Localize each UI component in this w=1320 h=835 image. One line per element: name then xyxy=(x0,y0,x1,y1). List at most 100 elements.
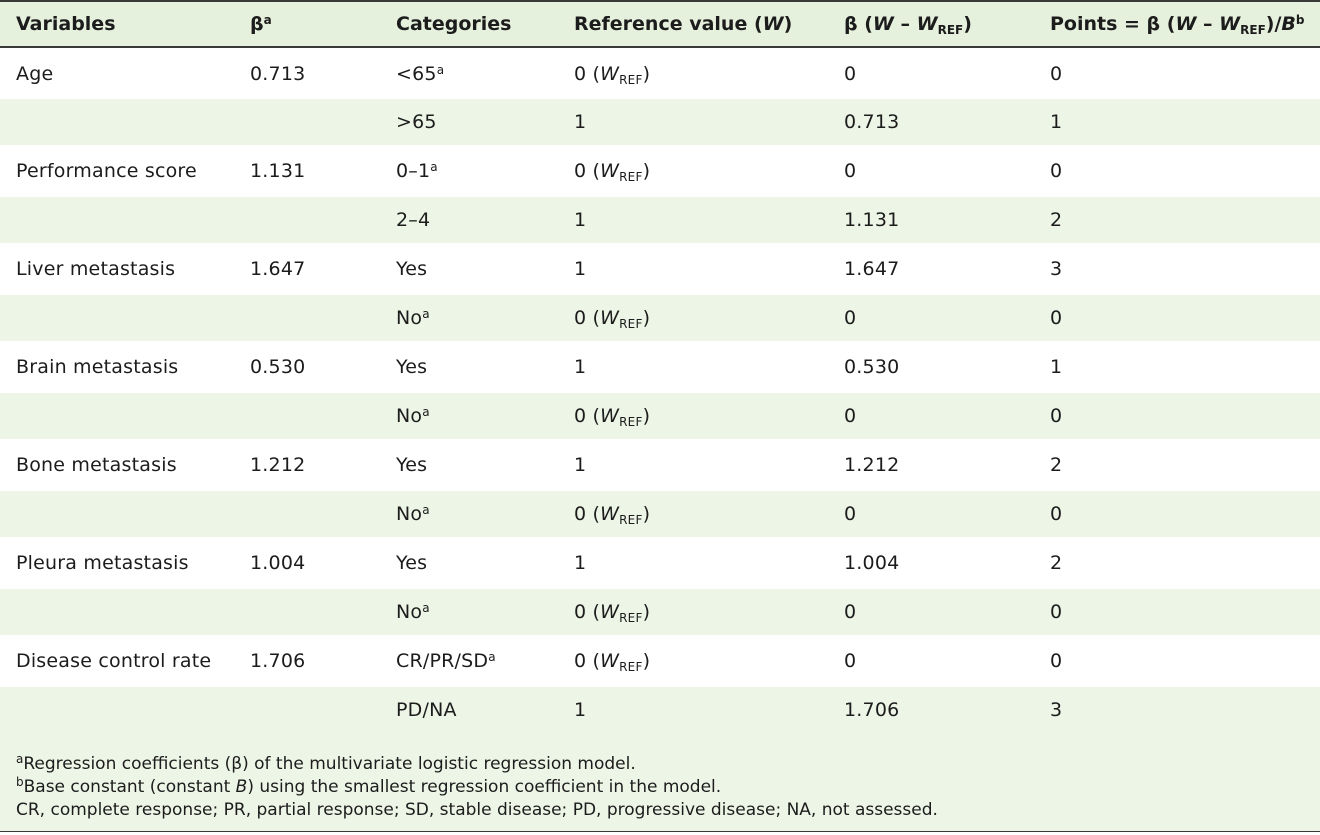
table-row: 2–4 1 1.131 2 xyxy=(0,197,1320,243)
cell-category: Yes xyxy=(396,454,428,476)
cell-reference-value: 1 xyxy=(574,258,587,280)
cell-category: Yes xyxy=(396,258,428,280)
cell-variable xyxy=(0,99,234,145)
footnote-b: bBase constant (constant B) using the sm… xyxy=(16,775,722,797)
cell-points: 0 xyxy=(1050,650,1063,672)
cell-beta-w: 0 xyxy=(844,307,857,329)
cell-beta-w: 0 xyxy=(844,601,857,623)
cell-reference-value: 1 xyxy=(574,209,587,231)
cell-reference-value: 1 xyxy=(574,111,587,133)
cell-beta: 1.131 xyxy=(250,160,306,182)
cell-variable xyxy=(0,687,234,733)
cell-beta-w: 0.713 xyxy=(844,111,900,133)
cell-points: 3 xyxy=(1050,258,1063,280)
cell-points: 0 xyxy=(1050,62,1063,85)
cell-beta xyxy=(234,491,380,537)
table-header: Variables βa Categories Reference value … xyxy=(0,1,1320,47)
header-beta: βa xyxy=(250,13,272,35)
cell-beta: 1.004 xyxy=(250,552,306,574)
cell-reference-value: 1 xyxy=(574,454,587,476)
cell-category: Noa xyxy=(396,601,430,623)
cell-beta xyxy=(234,589,380,635)
cell-reference-value: 0 (WREF) xyxy=(574,307,651,331)
cell-category: Noa xyxy=(396,405,430,427)
cell-beta-w: 1.706 xyxy=(844,698,900,721)
table-row: Performance score 1.131 0–1a 0 (WREF) 0 0 xyxy=(0,145,1320,197)
cell-points: 0 xyxy=(1050,160,1063,182)
table-row: PD/NA 1 1.706 3 xyxy=(0,687,1320,733)
header-row: Variables βa Categories Reference value … xyxy=(0,1,1320,47)
cell-beta: 1.212 xyxy=(250,454,306,476)
cell-category: Noa xyxy=(396,307,430,329)
table-row: Disease control rate 1.706 CR/PR/SDa 0 (WRE… xyxy=(0,635,1320,687)
cell-beta-w: 0 xyxy=(844,160,857,182)
cell-category: Yes xyxy=(396,552,428,574)
table-row: Noa 0 (WREF) 0 0 xyxy=(0,589,1320,635)
cell-points: 0 xyxy=(1050,405,1063,427)
cell-beta xyxy=(234,99,380,145)
cell-points: 1 xyxy=(1050,111,1063,133)
table-row: Noa 0 (WREF) 0 0 xyxy=(0,491,1320,537)
cell-reference-value: 0 (WREF) xyxy=(574,405,651,429)
cell-variable xyxy=(0,295,234,341)
footnote-a: aRegression coefficients (β) of the mult… xyxy=(16,752,636,774)
cell-beta xyxy=(234,197,380,243)
cell-beta: 1.647 xyxy=(250,258,306,280)
cell-category: 2–4 xyxy=(396,209,431,231)
cell-variable: Bone metastasis xyxy=(16,454,177,476)
cell-beta-w: 1.004 xyxy=(844,552,900,574)
footnote-abbreviations: CR, complete response; PR, partial respo… xyxy=(16,800,938,820)
table-body: Age 0.713 <65a 0 (WREF) 0 0 >65 1 0.713 1 Performa… xyxy=(0,47,1320,733)
cell-beta-w: 1.212 xyxy=(844,454,900,476)
header-beta-w-minus-wref: β (W – WREF) xyxy=(844,13,972,37)
table-row: Noa 0 (WREF) 0 0 xyxy=(0,393,1320,439)
table-row: Brain metastasis 0.530 Yes 1 0.530 1 xyxy=(0,341,1320,393)
cell-beta-w: 0 xyxy=(844,62,857,85)
table-footnotes: aRegression coefficients (β) of the mult… xyxy=(0,733,1320,832)
cell-reference-value: 0 (WREF) xyxy=(574,601,651,625)
cell-points: 2 xyxy=(1050,552,1063,574)
cell-category: >65 xyxy=(396,111,437,133)
cell-reference-value: 0 (WREF) xyxy=(574,62,651,87)
cell-category: PD/NA xyxy=(396,698,457,721)
table-row: Bone metastasis 1.212 Yes 1 1.212 2 xyxy=(0,439,1320,491)
cell-category: Yes xyxy=(396,356,428,378)
cell-variable xyxy=(0,589,234,635)
table-row: Pleura metastasis 1.004 Yes 1 1.004 2 xyxy=(0,537,1320,589)
cell-beta: 0.530 xyxy=(250,356,306,378)
cell-beta xyxy=(234,295,380,341)
cell-beta xyxy=(234,687,380,733)
cell-beta: 0.713 xyxy=(250,62,306,85)
table-row: >65 1 0.713 1 xyxy=(0,99,1320,145)
cell-reference-value: 1 xyxy=(574,698,587,721)
cell-category: CR/PR/SDa xyxy=(396,650,496,672)
table-row: Noa 0 (WREF) 0 0 xyxy=(0,295,1320,341)
cell-beta-w: 1.647 xyxy=(844,258,900,280)
cell-variable xyxy=(0,197,234,243)
cell-points: 2 xyxy=(1050,209,1063,231)
header-categories: Categories xyxy=(396,13,512,35)
cell-points: 0 xyxy=(1050,503,1063,525)
cell-variable: Brain metastasis xyxy=(16,356,179,378)
cell-points: 0 xyxy=(1050,307,1063,329)
cell-category: Noa xyxy=(396,503,430,525)
cell-points: 2 xyxy=(1050,454,1063,476)
cell-beta: 1.706 xyxy=(250,650,306,672)
cell-category: 0–1a xyxy=(396,160,438,182)
cell-variable: Pleura metastasis xyxy=(16,552,189,574)
table-row: Liver metastasis 1.647 Yes 1 1.647 3 xyxy=(0,243,1320,295)
cell-variable xyxy=(0,491,234,537)
header-reference-value: Reference value (W) xyxy=(574,13,793,35)
cell-reference-value: 1 xyxy=(574,552,587,574)
cell-points: 1 xyxy=(1050,356,1063,378)
cell-points: 0 xyxy=(1050,601,1063,623)
table-row: Age 0.713 <65a 0 (WREF) 0 0 xyxy=(0,47,1320,99)
cell-variable: Disease control rate xyxy=(16,650,212,672)
cell-beta-w: 0 xyxy=(844,650,857,672)
cell-reference-value: 0 (WREF) xyxy=(574,160,651,184)
cell-variable xyxy=(0,393,234,439)
cell-variable: Liver metastasis xyxy=(16,258,176,280)
cell-beta-w: 1.131 xyxy=(844,209,900,231)
cell-beta-w: 0 xyxy=(844,405,857,427)
